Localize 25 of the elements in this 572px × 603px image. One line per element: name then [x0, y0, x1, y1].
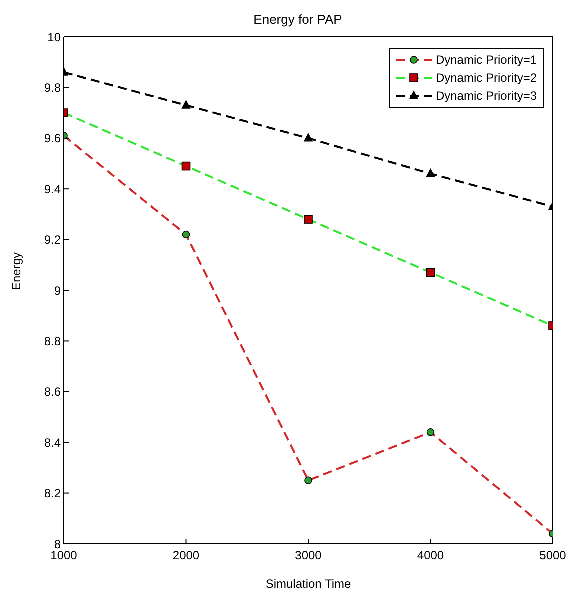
- x-tick-label: 4000: [417, 548, 444, 563]
- y-tick-label: 8.8: [44, 334, 62, 348]
- x-tick-label: 1000: [50, 548, 78, 563]
- y-tick-label: 9.8: [44, 80, 62, 95]
- y-tick-label: 10: [48, 30, 62, 44]
- y-tick-label: 8: [54, 537, 62, 552]
- legend-label: Dynamic Priority=1: [436, 53, 537, 67]
- y-tick-label: 9.2: [44, 233, 62, 248]
- y-tick-label: 9.4: [44, 182, 62, 196]
- point: [182, 100, 191, 109]
- x-tick-label: 5000: [540, 548, 567, 563]
- y-tick-label: 8.2: [44, 486, 62, 501]
- y-tick-label: 9: [54, 284, 62, 298]
- point: [426, 168, 436, 178]
- y-tick-label: 8.4: [44, 436, 62, 450]
- x-tick-label: 3000: [295, 548, 322, 563]
- x-axis-title: Simulation Time: [266, 577, 352, 591]
- chart-title: Energy for PAP: [254, 12, 342, 27]
- legend-label: Dynamic Priority=2: [436, 71, 537, 85]
- y-axis-title: Energy: [9, 252, 24, 290]
- y-tick-label: 8.6: [44, 385, 62, 400]
- x-tick-label: 2000: [172, 548, 200, 563]
- point: [304, 134, 313, 142]
- y-tick-label: 9.6: [44, 132, 62, 146]
- legend-label: Dynamic Priority=3: [436, 89, 537, 103]
